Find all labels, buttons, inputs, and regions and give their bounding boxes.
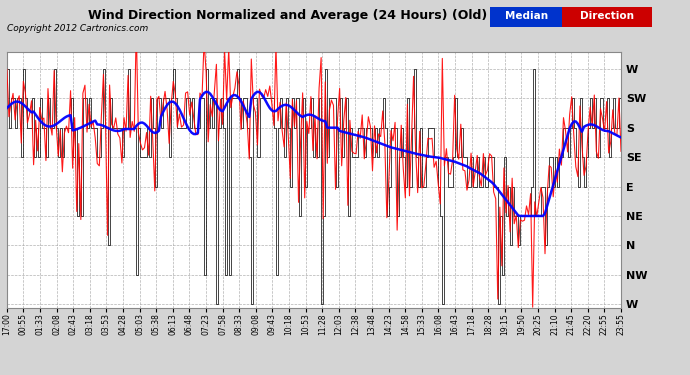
Text: Median: Median: [504, 11, 548, 21]
Text: Wind Direction Normalized and Average (24 Hours) (Old) 20121119: Wind Direction Normalized and Average (2…: [88, 9, 561, 22]
Text: Direction: Direction: [580, 11, 634, 21]
Text: Copyright 2012 Cartronics.com: Copyright 2012 Cartronics.com: [7, 24, 148, 33]
